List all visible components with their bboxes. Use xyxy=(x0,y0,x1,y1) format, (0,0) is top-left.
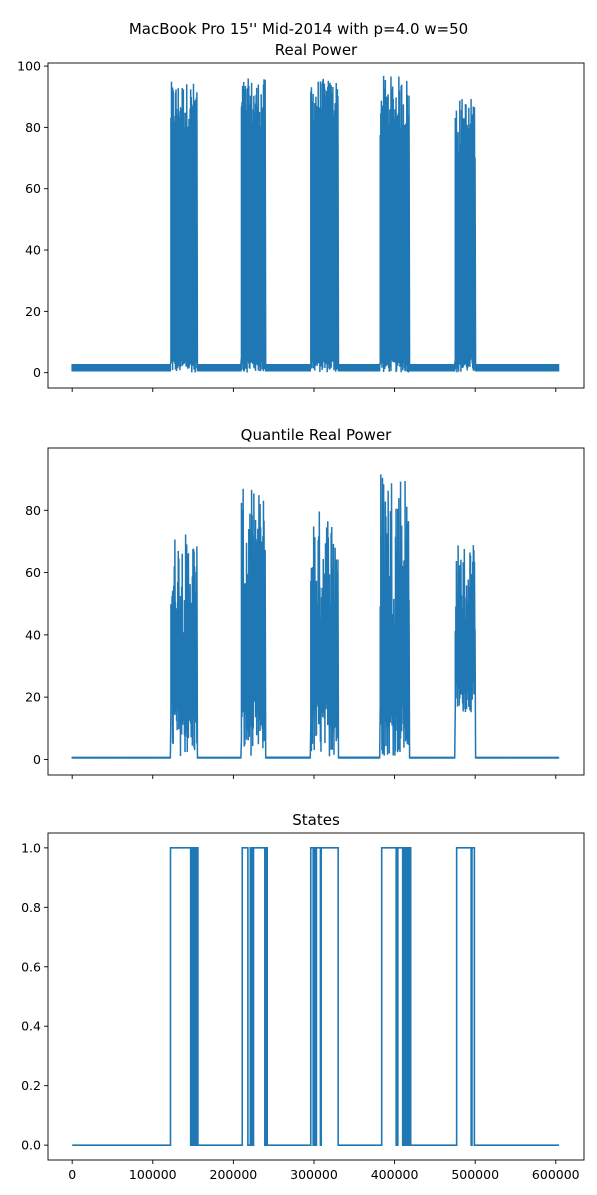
x-tick-label: 100000 xyxy=(129,1167,177,1182)
states-title: States xyxy=(292,811,340,829)
x-tick-label: 300000 xyxy=(290,1167,338,1182)
y-tick-label: 60 xyxy=(25,565,41,580)
y-tick-label: 0 xyxy=(33,365,41,380)
y-tick-label: 0 xyxy=(33,752,41,767)
x-tick-label: 600000 xyxy=(532,1167,580,1182)
y-tick-label: 60 xyxy=(25,181,41,196)
x-tick-label: 200000 xyxy=(210,1167,258,1182)
y-tick-label: 0.4 xyxy=(21,1019,41,1034)
series-line xyxy=(72,847,560,1146)
states-panel: States 0.0 0.2 0.4 0.6 0.8 1.0 0 100000 200000 30… xyxy=(21,811,585,1182)
y-tick-label: 1.0 xyxy=(21,840,41,855)
y-tick-label: 0.6 xyxy=(21,959,41,974)
quantile-real-power-title: Quantile Real Power xyxy=(241,426,393,444)
y-tick-label: 40 xyxy=(25,627,41,642)
y-tick-label: 40 xyxy=(25,243,41,258)
y-tick-label: 20 xyxy=(25,304,41,319)
axes-frame xyxy=(47,447,585,776)
axes-frame xyxy=(47,62,585,389)
y-tick-label: 0.8 xyxy=(21,900,41,915)
real-power-title: Real Power xyxy=(275,41,358,59)
x-tick-label: 0 xyxy=(68,1167,76,1182)
y-tick-label: 80 xyxy=(25,120,41,135)
y-tick-label: 20 xyxy=(25,690,41,705)
y-tick-label: 0.2 xyxy=(21,1078,41,1093)
x-tick-label: 400000 xyxy=(371,1167,419,1182)
figure-title: MacBook Pro 15'' Mid-2014 with p=4.0 w=5… xyxy=(129,20,468,38)
x-tick-label: 500000 xyxy=(451,1167,499,1182)
series-line xyxy=(71,474,560,759)
series-line xyxy=(71,75,560,373)
y-tick-label: 80 xyxy=(25,503,41,518)
quantile-real-power-panel: Quantile Real Power 0 20 40 60 80 xyxy=(25,426,585,779)
axes-frame xyxy=(47,832,585,1161)
real-power-panel: Real Power 0 20 40 60 80 100 xyxy=(17,41,585,392)
y-tick-label: 0.0 xyxy=(21,1138,41,1153)
y-tick-label: 100 xyxy=(17,59,41,74)
